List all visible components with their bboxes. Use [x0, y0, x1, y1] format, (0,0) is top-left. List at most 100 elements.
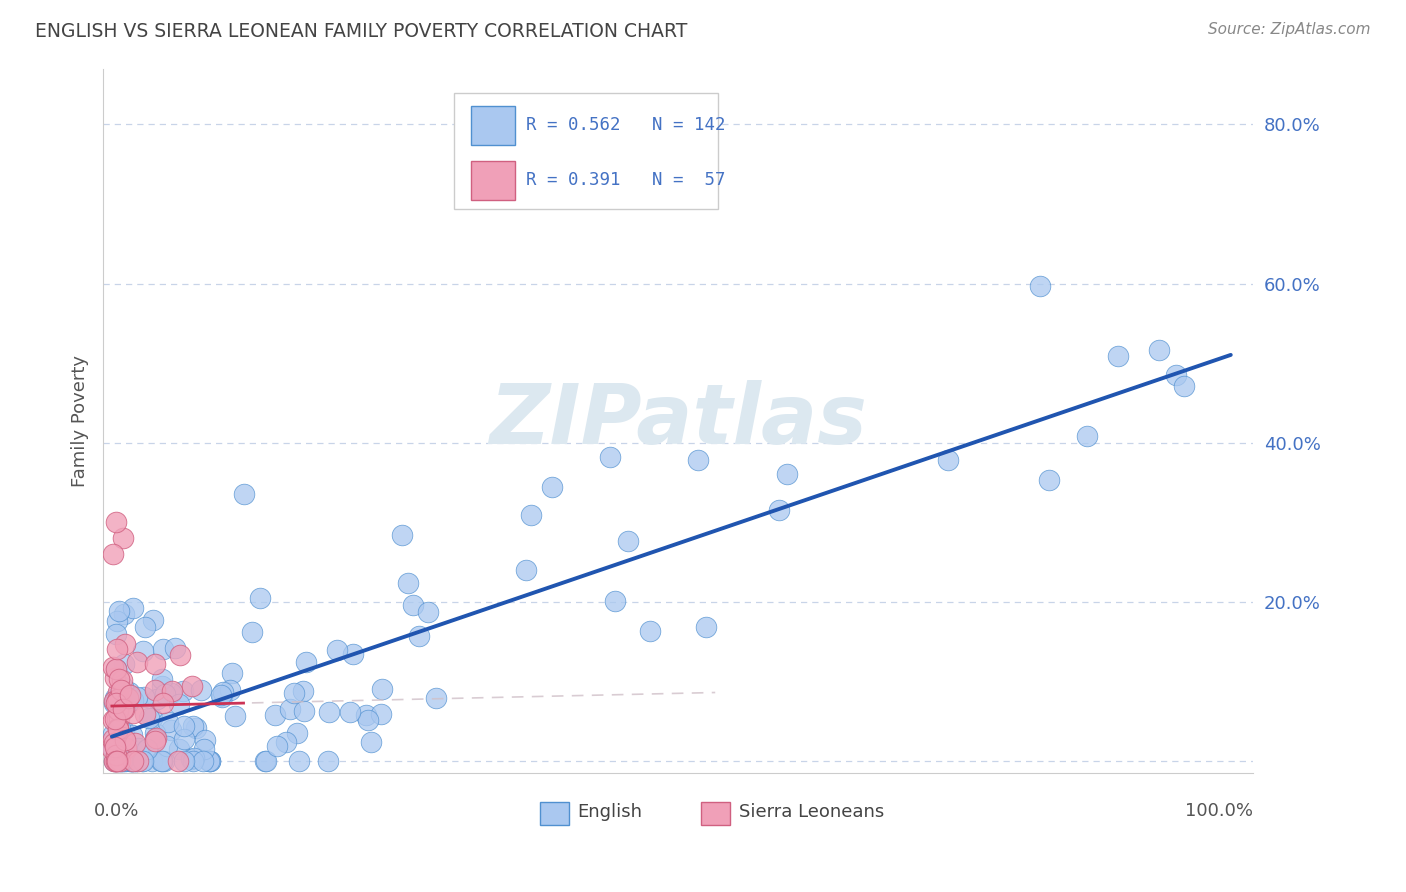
Point	[107, 693, 129, 707]
Point	[101, 660, 124, 674]
Point	[107, 721, 129, 735]
Point	[152, 697, 174, 711]
Point	[107, 685, 129, 699]
Y-axis label: Family Poverty: Family Poverty	[72, 355, 89, 487]
Text: English: English	[576, 803, 641, 822]
Point	[104, 712, 127, 726]
Point	[104, 671, 127, 685]
Point	[150, 754, 173, 768]
Point	[104, 748, 127, 763]
Point	[107, 752, 129, 766]
Point	[112, 680, 135, 694]
Point	[326, 643, 349, 657]
Point	[108, 754, 131, 768]
Bar	[471, 106, 515, 145]
Point	[416, 605, 439, 619]
Point	[190, 682, 212, 697]
Point	[118, 754, 141, 768]
Point	[112, 607, 135, 621]
Point	[153, 754, 176, 768]
Text: 100.0%: 100.0%	[1185, 802, 1253, 820]
Point	[105, 754, 128, 768]
Point	[181, 679, 204, 693]
Point	[1147, 343, 1170, 357]
Point	[640, 624, 662, 639]
Point	[356, 713, 378, 727]
Bar	[540, 802, 568, 825]
Point	[599, 450, 621, 464]
Point	[107, 723, 129, 737]
Point	[122, 706, 145, 720]
Point	[160, 684, 183, 698]
Point	[110, 699, 132, 714]
Point	[108, 691, 131, 706]
Point	[108, 754, 131, 768]
Point	[408, 628, 430, 642]
Point	[118, 688, 141, 702]
Point	[194, 732, 217, 747]
Point	[254, 754, 277, 768]
Point	[103, 736, 125, 750]
Bar	[454, 93, 718, 210]
Bar	[471, 161, 515, 200]
Point	[122, 754, 145, 768]
Point	[132, 643, 155, 657]
Point	[114, 637, 136, 651]
Point	[150, 754, 173, 768]
Point	[224, 709, 246, 723]
Point	[143, 733, 166, 747]
Point	[101, 727, 124, 741]
Point	[165, 640, 187, 655]
Point	[101, 547, 124, 561]
Point	[520, 508, 543, 522]
Point	[159, 723, 181, 737]
Point	[122, 693, 145, 707]
Point	[1038, 473, 1060, 487]
Point	[111, 754, 134, 768]
Point	[515, 563, 537, 577]
Point	[105, 626, 128, 640]
Text: Source: ZipAtlas.com: Source: ZipAtlas.com	[1208, 22, 1371, 37]
Point	[775, 467, 797, 481]
Point	[150, 672, 173, 686]
Point	[127, 754, 149, 768]
Point	[209, 688, 232, 702]
Point	[266, 739, 288, 754]
Point	[101, 742, 124, 756]
Bar	[702, 802, 730, 825]
Point	[142, 613, 165, 627]
Point	[131, 754, 153, 768]
Point	[167, 698, 190, 712]
Point	[118, 685, 141, 699]
Point	[107, 711, 129, 725]
Point	[107, 604, 129, 618]
Point	[115, 740, 138, 755]
Point	[111, 730, 134, 744]
Point	[360, 734, 382, 748]
Point	[342, 647, 364, 661]
Point	[249, 591, 271, 605]
Point	[105, 711, 128, 725]
Point	[150, 679, 173, 693]
Point	[127, 740, 149, 755]
Point	[169, 648, 191, 663]
Text: ZIPatlas: ZIPatlas	[489, 380, 868, 461]
Point	[181, 754, 204, 768]
Point	[292, 704, 315, 718]
Point	[108, 686, 131, 700]
Point	[105, 754, 128, 768]
Point	[1107, 349, 1129, 363]
Point	[117, 687, 139, 701]
Point	[104, 693, 127, 707]
Point	[936, 453, 959, 467]
Point	[104, 697, 127, 711]
Point	[145, 731, 167, 746]
Point	[156, 739, 179, 753]
Point	[1173, 379, 1195, 393]
Point	[1076, 429, 1098, 443]
Point	[1164, 368, 1187, 382]
Point	[125, 754, 148, 768]
Point	[112, 657, 135, 672]
Point	[105, 516, 128, 530]
Point	[169, 742, 191, 756]
